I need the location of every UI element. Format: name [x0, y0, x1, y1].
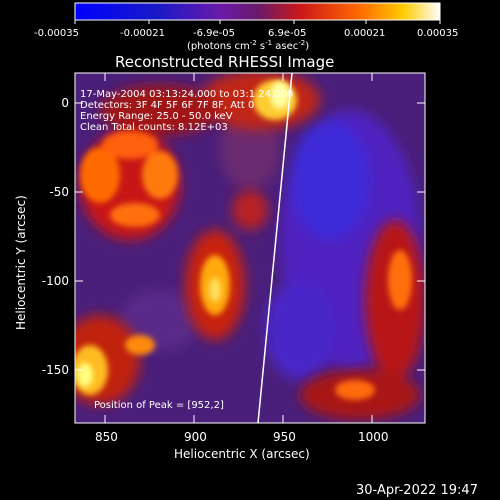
- peak-position-label: Position of Peak = [952,2]: [94, 400, 224, 411]
- info-clean-counts: Clean Total counts: 8.12E+03: [80, 122, 228, 133]
- y-axis-label: Heliocentric Y (arcsec): [14, 195, 28, 330]
- info-detectors: Detectors: 3F 4F 5F 6F 7F 8F, Att 0: [80, 100, 254, 111]
- plot-title: Reconstructed RHESSI Image: [115, 53, 334, 71]
- info-time-range: 17-May-2004 03:13:24.000 to 03:1 24.000: [80, 89, 293, 100]
- y-tick-neg150: -150: [42, 363, 69, 377]
- solar-limb-line: [257, 73, 293, 423]
- rhessi-image: [75, 73, 425, 423]
- colorbar-tick-4: 6.9e-05: [268, 28, 306, 39]
- axis-ticks: [75, 73, 425, 423]
- x-tick-950: 950: [273, 430, 296, 444]
- y-tick-neg100: -100: [42, 274, 69, 288]
- colorbar-units: (photons cm-2 s-1 asec-2): [187, 39, 309, 52]
- x-tick-850: 850: [95, 430, 118, 444]
- x-tick-900: 900: [184, 430, 207, 444]
- x-axis-label: Heliocentric X (arcsec): [174, 447, 310, 461]
- colorbar-tick-6: 0.00035: [417, 28, 458, 39]
- timestamp: 30-Apr-2022 19:47: [356, 483, 478, 498]
- colorbar-gradient: [74, 2, 441, 21]
- colorbar: -0.00035 -0.00021 -6.9e-05 6.9e-05 0.000…: [34, 2, 458, 52]
- info-overlay: 17-May-2004 03:13:24.000 to 03:1 24.000 …: [80, 89, 293, 411]
- colorbar-tick-5: 0.00021: [344, 28, 385, 39]
- colorbar-tick-3: -6.9e-05: [193, 28, 235, 39]
- y-tick-neg50: -50: [49, 185, 69, 199]
- colorbar-tick-2: -0.00021: [120, 28, 165, 39]
- x-tick-1000: 1000: [358, 430, 389, 444]
- colorbar-tick-1: -0.00035: [34, 28, 79, 39]
- y-tick-0: 0: [61, 96, 69, 110]
- plot-frame: [74, 72, 426, 424]
- info-energy-range: Energy Range: 25.0 - 50.0 keV: [80, 111, 233, 122]
